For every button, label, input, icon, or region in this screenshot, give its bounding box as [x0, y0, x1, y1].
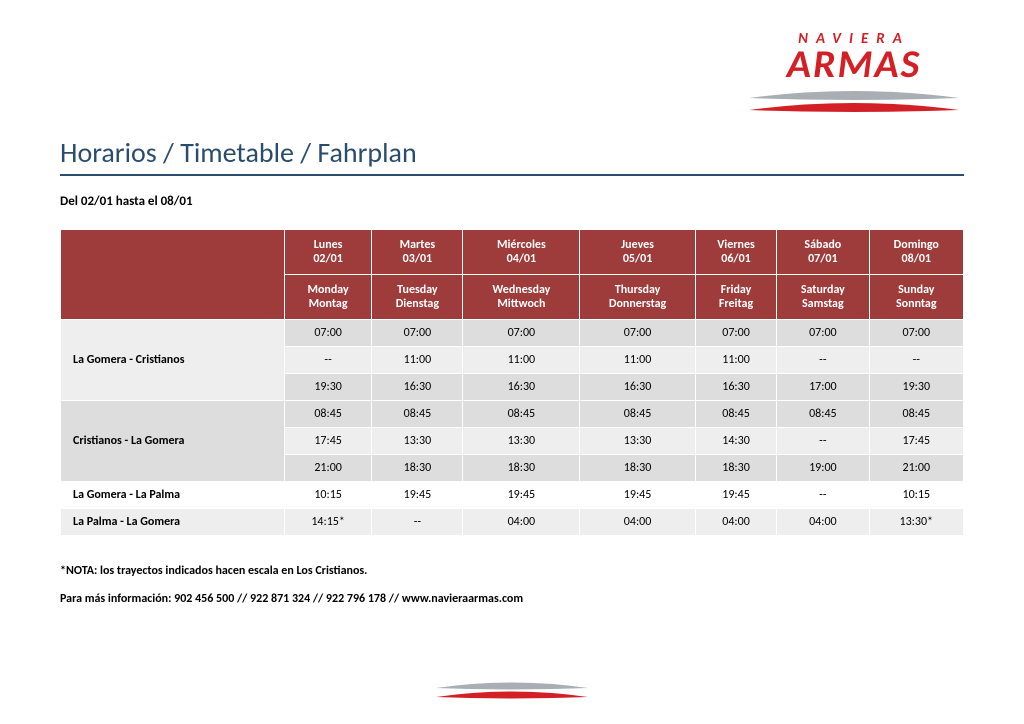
contact-info: Para más información: 902 456 500 // 922… [60, 592, 964, 606]
time-cell: 07:00 [869, 320, 963, 347]
time-cell: 11:00 [463, 347, 580, 374]
time-cell: 18:30 [372, 455, 463, 482]
time-cell: 16:30 [695, 374, 776, 401]
footnote: *NOTA: los trayectos indicados hacen esc… [60, 564, 964, 578]
route-name-cell: La Palma - La Gomera [61, 509, 285, 536]
time-cell: 19:45 [695, 482, 776, 509]
time-cell: 17:45 [284, 428, 371, 455]
time-cell: 07:00 [695, 320, 776, 347]
time-cell: 08:45 [372, 401, 463, 428]
time-cell: 13:30 [580, 428, 696, 455]
time-cell: 08:45 [284, 401, 371, 428]
day-header: Martes03/01 [372, 230, 463, 275]
footer-swoosh [432, 681, 592, 710]
table-row: La Gomera - La Palma10:1519:4519:4519:45… [61, 482, 964, 509]
table-row: Cristianos - La Gomera08:4508:4508:4508:… [61, 401, 964, 428]
time-cell: -- [284, 347, 371, 374]
route-name-cell: La Gomera - Cristianos [61, 320, 285, 401]
header-row-es: Lunes02/01 Martes03/01 Miércoles04/01 Ju… [61, 230, 964, 275]
time-cell: 07:00 [777, 320, 869, 347]
table-row: La Palma - La Gomera14:15*--04:0004:0004… [61, 509, 964, 536]
time-cell: 17:00 [777, 374, 869, 401]
time-cell: 14:30 [695, 428, 776, 455]
time-cell: 11:00 [580, 347, 696, 374]
time-cell: 17:45 [869, 428, 963, 455]
time-cell: 07:00 [463, 320, 580, 347]
time-cell: 18:30 [463, 455, 580, 482]
time-cell: 04:00 [777, 509, 869, 536]
day-header-alt: WednesdayMittwoch [463, 275, 580, 320]
time-cell: 13:30 [463, 428, 580, 455]
day-header-alt: FridayFreitag [695, 275, 776, 320]
time-cell: 18:30 [695, 455, 776, 482]
time-cell: 21:00 [284, 455, 371, 482]
time-cell: 18:30 [580, 455, 696, 482]
timetable: Lunes02/01 Martes03/01 Miércoles04/01 Ju… [60, 229, 964, 536]
time-cell: 04:00 [695, 509, 776, 536]
time-cell: 13:30 [372, 428, 463, 455]
time-cell: 08:45 [580, 401, 696, 428]
time-cell: 16:30 [463, 374, 580, 401]
day-header-alt: MondayMontag [284, 275, 371, 320]
time-cell: 07:00 [372, 320, 463, 347]
time-cell: 04:00 [463, 509, 580, 536]
time-cell: 08:45 [869, 401, 963, 428]
time-cell: 11:00 [695, 347, 776, 374]
time-cell: 08:45 [695, 401, 776, 428]
day-header: Jueves05/01 [580, 230, 696, 275]
day-header-alt: SaturdaySamstag [777, 275, 869, 320]
time-cell: 04:00 [580, 509, 696, 536]
page-title: Horarios / Timetable / Fahrplan [60, 135, 964, 176]
time-cell: 13:30* [869, 509, 963, 536]
day-header: Lunes02/01 [284, 230, 371, 275]
route-name-cell: Cristianos - La Gomera [61, 401, 285, 482]
time-cell: 19:30 [284, 374, 371, 401]
time-cell: 19:45 [580, 482, 696, 509]
time-cell: 19:30 [869, 374, 963, 401]
time-cell: 14:15* [284, 509, 371, 536]
day-header-alt: TuesdayDienstag [372, 275, 463, 320]
time-cell: -- [869, 347, 963, 374]
route-name-cell: La Gomera - La Palma [61, 482, 285, 509]
logo-line2: ARMAS [744, 44, 964, 84]
day-header: Miércoles04/01 [463, 230, 580, 275]
time-cell: 21:00 [869, 455, 963, 482]
time-cell: 11:00 [372, 347, 463, 374]
header-corner [61, 230, 285, 320]
date-range: Del 02/01 hasta el 08/01 [60, 194, 964, 209]
time-cell: 10:15 [869, 482, 963, 509]
day-header-alt: ThursdayDonnerstag [580, 275, 696, 320]
time-cell: -- [777, 482, 869, 509]
time-cell: 19:45 [372, 482, 463, 509]
time-cell: 16:30 [372, 374, 463, 401]
logo-swoosh [744, 90, 964, 120]
time-cell: 07:00 [580, 320, 696, 347]
day-header: Domingo08/01 [869, 230, 963, 275]
time-cell: -- [777, 428, 869, 455]
time-cell: 08:45 [777, 401, 869, 428]
day-header: Sábado07/01 [777, 230, 869, 275]
time-cell: 07:00 [284, 320, 371, 347]
table-row: La Gomera - Cristianos07:0007:0007:0007:… [61, 320, 964, 347]
time-cell: 19:45 [463, 482, 580, 509]
day-header: Viernes06/01 [695, 230, 776, 275]
time-cell: 19:00 [777, 455, 869, 482]
time-cell: 16:30 [580, 374, 696, 401]
logo: NAVIERA ARMAS [744, 30, 964, 120]
time-cell: 08:45 [463, 401, 580, 428]
time-cell: -- [777, 347, 869, 374]
time-cell: 10:15 [284, 482, 371, 509]
time-cell: -- [372, 509, 463, 536]
day-header-alt: SundaySonntag [869, 275, 963, 320]
